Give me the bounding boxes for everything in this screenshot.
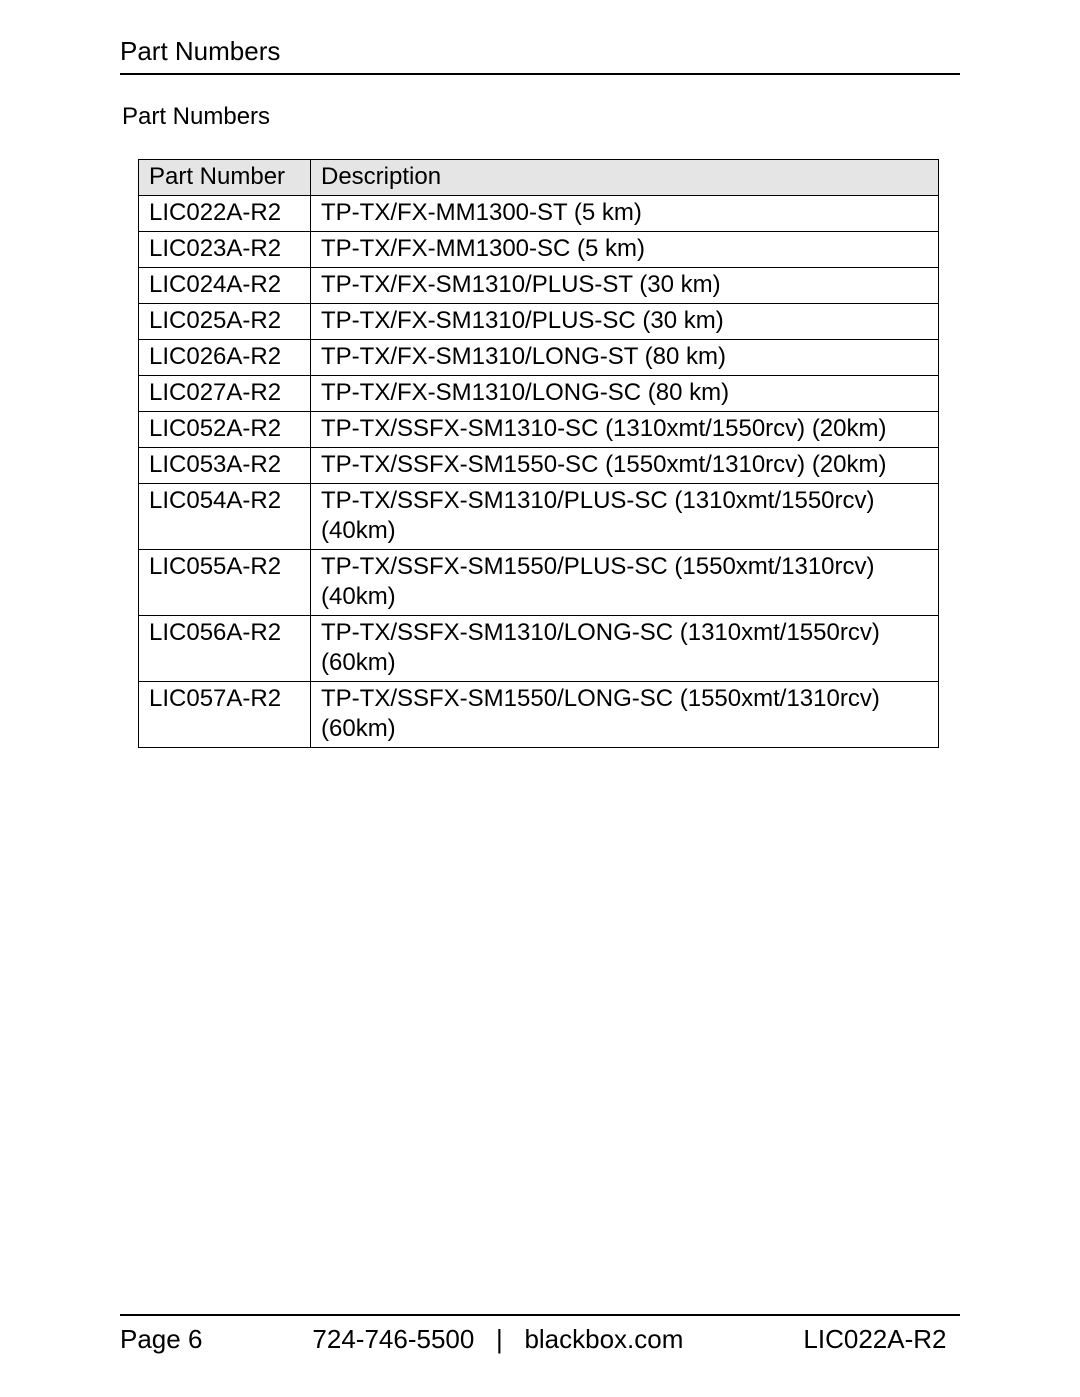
footer-contact: 724-746-5500 | blackbox.com [312,1324,683,1355]
cell-desc: TP-TX/SSFX-SM1550/PLUS-SC (1550xmt/1310r… [311,550,939,616]
cell-part: LIC056A-R2 [139,616,311,682]
table-row: LIC057A-R2 TP-TX/SSFX-SM1550/LONG-SC (15… [139,682,939,748]
cell-desc: TP-TX/FX-SM1310/PLUS-ST (30 km) [311,268,939,304]
table-row: LIC024A-R2 TP-TX/FX-SM1310/PLUS-ST (30 k… [139,268,939,304]
footer-separator: | [496,1324,503,1354]
table-row: LIC025A-R2 TP-TX/FX-SM1310/PLUS-SC (30 k… [139,304,939,340]
footer-phone: 724-746-5500 [312,1324,474,1354]
cell-desc: TP-TX/FX-MM1300-ST (5 km) [311,196,939,232]
col-header-desc: Description [311,160,939,196]
table-row: LIC054A-R2 TP-TX/SSFX-SM1310/PLUS-SC (13… [139,484,939,550]
page: Part Numbers Part Numbers Part Number De… [0,0,1080,1397]
table-row: LIC055A-R2 TP-TX/SSFX-SM1550/PLUS-SC (15… [139,550,939,616]
footer-page-number: Page 6 [120,1324,202,1355]
table-row: LIC023A-R2 TP-TX/FX-MM1300-SC (5 km) [139,232,939,268]
table-row: LIC052A-R2 TP-TX/SSFX-SM1310-SC (1310xmt… [139,412,939,448]
cell-desc: TP-TX/SSFX-SM1310/LONG-SC (1310xmt/1550r… [311,616,939,682]
part-numbers-table: Part Number Description LIC022A-R2 TP-TX… [138,159,939,748]
page-header-title: Part Numbers [120,36,960,75]
cell-desc: TP-TX/FX-SM1310/LONG-SC (80 km) [311,376,939,412]
cell-desc: TP-TX/SSFX-SM1550/LONG-SC (1550xmt/1310r… [311,682,939,748]
cell-part: LIC026A-R2 [139,340,311,376]
cell-part: LIC027A-R2 [139,376,311,412]
cell-part: LIC057A-R2 [139,682,311,748]
cell-part: LIC052A-R2 [139,412,311,448]
cell-part: LIC055A-R2 [139,550,311,616]
col-header-part: Part Number [139,160,311,196]
footer-line: Page 6 724-746-5500 | blackbox.com LIC02… [120,1314,960,1355]
table-row: LIC022A-R2 TP-TX/FX-MM1300-ST (5 km) [139,196,939,232]
page-footer: Page 6 724-746-5500 | blackbox.com LIC02… [120,1314,960,1355]
table-row: LIC053A-R2 TP-TX/SSFX-SM1550-SC (1550xmt… [139,448,939,484]
cell-desc: TP-TX/SSFX-SM1310/PLUS-SC (1310xmt/1550r… [311,484,939,550]
cell-desc: TP-TX/FX-SM1310/PLUS-SC (30 km) [311,304,939,340]
cell-part: LIC023A-R2 [139,232,311,268]
cell-desc: TP-TX/FX-MM1300-SC (5 km) [311,232,939,268]
table-header-row: Part Number Description [139,160,939,196]
cell-desc: TP-TX/FX-SM1310/LONG-ST (80 km) [311,340,939,376]
cell-desc: TP-TX/SSFX-SM1310-SC (1310xmt/1550rcv) (… [311,412,939,448]
cell-desc: TP-TX/SSFX-SM1550-SC (1550xmt/1310rcv) (… [311,448,939,484]
section-title: Part Numbers [122,103,960,131]
table-row: LIC056A-R2 TP-TX/SSFX-SM1310/LONG-SC (13… [139,616,939,682]
cell-part: LIC054A-R2 [139,484,311,550]
cell-part: LIC024A-R2 [139,268,311,304]
footer-model: LIC022A-R2 [803,1324,946,1355]
footer-site: blackbox.com [524,1324,683,1354]
table-row: LIC027A-R2 TP-TX/FX-SM1310/LONG-SC (80 k… [139,376,939,412]
cell-part: LIC022A-R2 [139,196,311,232]
cell-part: LIC053A-R2 [139,448,311,484]
cell-part: LIC025A-R2 [139,304,311,340]
table-row: LIC026A-R2 TP-TX/FX-SM1310/LONG-ST (80 k… [139,340,939,376]
